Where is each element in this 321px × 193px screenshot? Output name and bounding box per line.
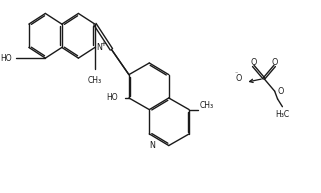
Text: HO: HO xyxy=(107,93,118,102)
Text: CH₃: CH₃ xyxy=(88,76,102,85)
Text: O: O xyxy=(272,58,278,67)
Text: N: N xyxy=(149,141,155,150)
Text: +: + xyxy=(101,41,107,47)
Text: ⁻: ⁻ xyxy=(234,72,238,77)
Text: HO: HO xyxy=(1,54,12,63)
Text: H₃C: H₃C xyxy=(275,110,290,119)
Text: O: O xyxy=(278,87,284,96)
Text: O: O xyxy=(250,58,256,67)
Text: N: N xyxy=(96,43,102,52)
Text: CH₃: CH₃ xyxy=(200,101,214,110)
Text: O: O xyxy=(236,74,242,83)
